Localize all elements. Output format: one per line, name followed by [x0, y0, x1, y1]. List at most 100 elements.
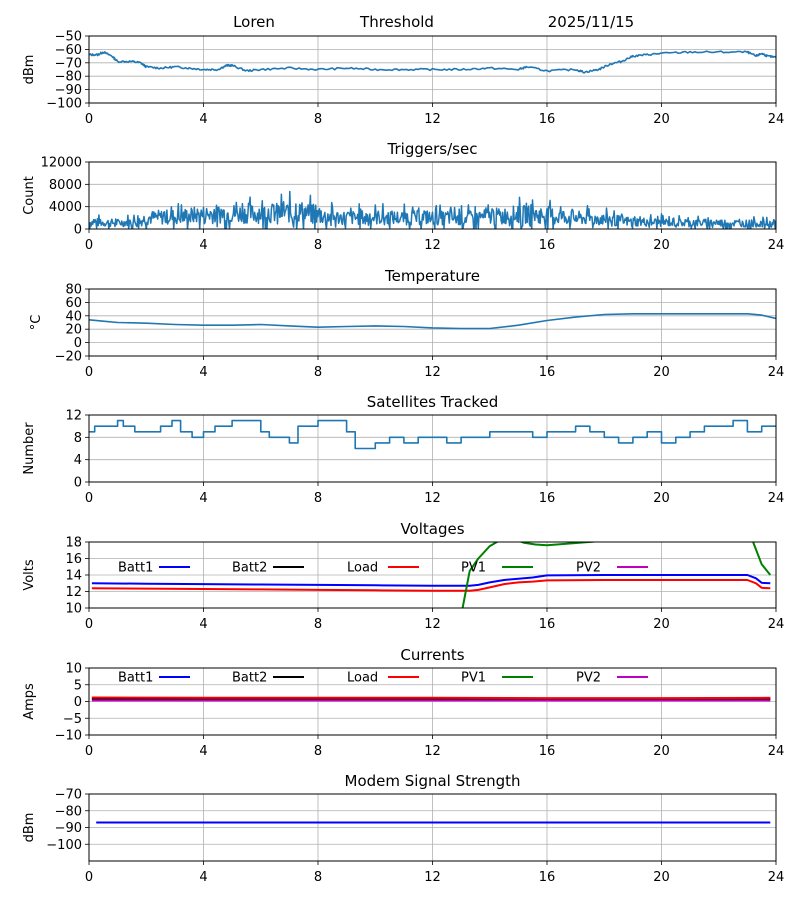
y-tick-label: 0: [74, 476, 82, 491]
chart-title: Voltages: [400, 520, 464, 538]
legend-label-pv1: PV1: [461, 561, 486, 576]
x-tick-label: 20: [653, 365, 670, 380]
y-tick-label: −70: [55, 56, 82, 71]
x-tick-label: 0: [85, 744, 93, 759]
legend-label-pv2: PV2: [576, 561, 601, 576]
x-tick-label: 0: [85, 491, 93, 506]
header-station: Loren: [233, 13, 275, 31]
chart-title: Satellites Tracked: [367, 393, 498, 411]
chart-title: Triggers/sec: [387, 140, 478, 158]
x-tick-label: 0: [85, 238, 93, 253]
x-tick-label: 16: [539, 491, 556, 506]
series-group: [89, 313, 776, 330]
y-tick-label: 8: [74, 431, 82, 446]
y-tick-label: −80: [55, 804, 82, 819]
x-tick-label: 0: [85, 365, 93, 380]
x-tick-label: 4: [199, 870, 207, 885]
x-tick-label: 4: [199, 744, 207, 759]
y-tick-label: −90: [55, 821, 82, 836]
legend-label-pv2: PV2: [576, 671, 601, 686]
x-tick-label: 8: [314, 870, 322, 885]
x-tick-label: 8: [314, 744, 322, 759]
y-axis-label: dBm: [22, 55, 37, 85]
header-mode: Threshold: [359, 13, 434, 31]
header: Loren Threshold 2025/11/15: [233, 13, 634, 31]
series-group: [91, 542, 772, 608]
x-tick-label: 4: [199, 617, 207, 632]
y-tick-label: 8000: [49, 178, 82, 193]
series-line-temperature: [89, 313, 776, 330]
x-tick-label: 12: [424, 238, 441, 253]
chart-title: Temperature: [384, 267, 480, 285]
y-tick-label: −20: [55, 350, 82, 365]
chart-title: Modem Signal Strength: [345, 772, 521, 790]
y-axis-label: °C: [29, 315, 44, 331]
x-tick-label: 24: [768, 744, 785, 759]
x-tick-label: 16: [539, 870, 556, 885]
plot-frame: [88, 793, 777, 862]
x-tick-label: 0: [85, 870, 93, 885]
legend-label-load: Load: [347, 671, 378, 686]
x-tick-label: 24: [768, 238, 785, 253]
series-line-signal: [89, 50, 776, 74]
legend-label-pv1: PV1: [461, 671, 486, 686]
series-group: [89, 419, 776, 450]
y-tick-label: −10: [55, 729, 82, 744]
legend-label-batt2: Batt2: [232, 561, 267, 576]
header-date: 2025/11/15: [548, 13, 634, 31]
y-tick-label: −100: [46, 838, 82, 853]
y-axis-label: Count: [22, 176, 37, 215]
y-tick-label: 18: [65, 536, 82, 551]
y-tick-label: 16: [65, 552, 82, 567]
y-tick-label: −100: [46, 97, 82, 112]
series-line-satellites: [89, 419, 776, 450]
x-tick-label: 0: [85, 617, 93, 632]
y-tick-label: −60: [55, 43, 82, 58]
series-group: [91, 696, 771, 702]
y-tick-label: 12: [65, 409, 82, 424]
y-tick-label: −5: [63, 712, 82, 727]
series-group: [89, 190, 776, 229]
y-axis-label: Number: [22, 422, 37, 475]
x-tick-label: 16: [539, 365, 556, 380]
x-tick-label: 12: [424, 365, 441, 380]
y-axis-label: Volts: [22, 559, 37, 591]
y-tick-label: 20: [65, 323, 82, 338]
plot-frame: [88, 667, 777, 736]
y-tick-label: 14: [65, 569, 82, 584]
y-axis-label: dBm: [22, 813, 37, 843]
x-tick-label: 12: [424, 870, 441, 885]
x-tick-label: 8: [314, 112, 322, 127]
x-tick-label: 16: [539, 744, 556, 759]
x-tick-label: 4: [199, 238, 207, 253]
plot-frame: [88, 541, 777, 609]
x-tick-label: 20: [653, 617, 670, 632]
x-tick-label: 24: [768, 870, 785, 885]
x-tick-label: 12: [424, 744, 441, 759]
chart-panel: Currents Amps 0 4 8 12 16 20 24 105 0 −5 −10 Batt1 Bat…: [22, 646, 784, 759]
y-tick-label: 60: [65, 296, 82, 311]
y-tick-label: −80: [55, 70, 82, 85]
x-tick-label: 4: [199, 491, 207, 506]
x-tick-label: 24: [768, 491, 785, 506]
x-tick-label: 12: [424, 617, 441, 632]
x-tick-label: 16: [539, 617, 556, 632]
series-line-batt1: [91, 574, 771, 587]
legend-label-batt2: Batt2: [232, 671, 267, 686]
legend-label-batt1: Batt1: [118, 671, 153, 686]
y-tick-label: −50: [55, 30, 82, 45]
x-tick-label: 8: [314, 617, 322, 632]
chart-panel: dBm 0 4 8 12 16 20 24 −50−60−70−80−90−100: [22, 30, 784, 128]
y-tick-label: 10: [65, 602, 82, 617]
x-tick-label: 8: [314, 491, 322, 506]
legend-label-batt1: Batt1: [118, 561, 153, 576]
x-tick-label: 16: [539, 238, 556, 253]
x-tick-label: 8: [314, 238, 322, 253]
x-tick-label: 16: [539, 112, 556, 127]
y-tick-label: 12000: [41, 156, 82, 171]
y-tick-label: 5: [74, 678, 82, 693]
x-tick-label: 20: [653, 870, 670, 885]
